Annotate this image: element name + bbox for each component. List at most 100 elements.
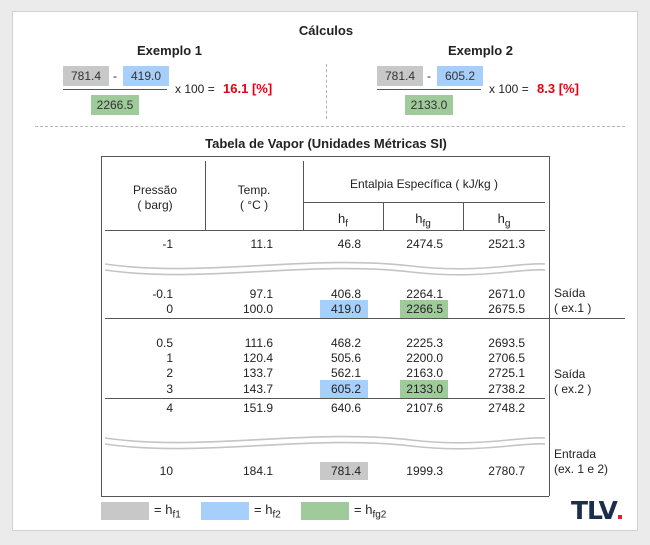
cell-highlight-hf1 — [320, 462, 368, 480]
tlv-logo: TLV — [571, 496, 622, 525]
cell-hf: 46.8 — [337, 237, 361, 251]
table-top-border — [101, 156, 549, 157]
cell-hfg: 2107.6 — [406, 401, 443, 415]
cell-hg: 2675.5 — [488, 302, 525, 316]
cell-pressure: -1 — [162, 237, 173, 251]
side-label-outlet-ex1: Saída( ex.1 ) — [554, 286, 592, 315]
cell-hf: 406.8 — [330, 287, 361, 301]
header-hg: hg — [497, 211, 511, 230]
cell-pressure: 1 — [166, 351, 173, 365]
table-bottom-border — [101, 496, 549, 497]
example-1-hf2-box: 419.0 — [123, 66, 169, 86]
legend-label-hfg2: = hfg2 — [354, 502, 387, 521]
cell-pressure: 0.5 — [156, 336, 173, 350]
cell-hfg: 2163.0 — [406, 366, 443, 380]
example-2-hf2-box: 605.2 — [437, 66, 483, 86]
table-break-1 — [104, 261, 546, 276]
header-hfg: hfg — [415, 211, 431, 230]
table-header-bottom — [105, 230, 545, 231]
cell-temp: 143.7 — [242, 382, 273, 396]
cell-hf: 781.4 — [330, 464, 361, 478]
cell-pressure: -0.1 — [152, 287, 173, 301]
cell-hfg: 2474.5 — [406, 237, 443, 251]
cell-hg: 2693.5 — [488, 336, 525, 350]
legend-swatch-hf1 — [101, 502, 149, 520]
cell-temp: 111.6 — [244, 336, 273, 350]
cell-hfg: 2133.0 — [406, 382, 443, 396]
cell-hfg: 2200.0 — [406, 351, 443, 365]
cell-hf: 468.2 — [330, 336, 361, 350]
example-2-hfg2-box: 2133.0 — [405, 95, 453, 115]
example-1-hf1-box: 781.4 — [63, 66, 109, 86]
cell-hf: 562.1 — [330, 366, 361, 380]
cell-hg: 2706.5 — [488, 351, 525, 365]
cell-hf: 605.2 — [330, 382, 361, 396]
cell-highlight-hfg2-ex2 — [400, 380, 448, 398]
cell-pressure: 10 — [159, 464, 173, 478]
legend-label-hf1: = hf1 — [154, 502, 181, 521]
table-separator-1 — [105, 318, 625, 319]
header-pressure: Pressão( barg) — [132, 183, 178, 212]
cell-pressure: 2 — [166, 366, 173, 380]
cell-temp: 97.1 — [249, 287, 273, 301]
example-1-title: Exemplo 1 — [137, 43, 203, 58]
table-col-divider-2 — [303, 161, 304, 230]
cell-temp: 120.4 — [242, 351, 273, 365]
cell-temp: 133.7 — [242, 366, 273, 380]
section-divider — [35, 126, 625, 127]
page-title: Cálculos — [298, 23, 354, 38]
example-2-hf1-box: 781.4 — [377, 66, 423, 86]
table-left-border — [101, 156, 102, 496]
header-enthalpy: Entalpia Específica ( kJ/kg ) — [349, 177, 499, 191]
table-col-divider-1 — [205, 161, 206, 230]
example-2-multiplier: x 100 = — [489, 82, 529, 96]
cell-hg: 2748.2 — [488, 401, 525, 415]
cell-highlight-hf2-ex2 — [320, 380, 368, 398]
steam-table-title: Tabela de Vapor (Unidades Métricas SI) — [205, 136, 447, 151]
example-1-minus: - — [113, 69, 117, 83]
cell-hfg: 1999.3 — [406, 464, 443, 478]
examples-divider — [326, 64, 327, 119]
table-enthalpy-divider — [303, 202, 545, 203]
cell-hfg: 2264.1 — [406, 287, 443, 301]
example-2-result: 8.3 [%] — [537, 81, 579, 96]
cell-hg: 2780.7 — [488, 464, 525, 478]
example-1-multiplier: x 100 = — [175, 82, 215, 96]
cell-hf: 505.6 — [330, 351, 361, 365]
cell-temp: 151.9 — [242, 401, 273, 415]
side-label-outlet-ex2: Saída( ex.2 ) — [554, 367, 592, 396]
cell-hf: 640.6 — [330, 401, 361, 415]
example-1-hfg2-box: 2266.5 — [91, 95, 139, 115]
table-break-2 — [104, 435, 546, 450]
cell-pressure: 4 — [166, 401, 173, 415]
cell-hg: 2738.2 — [488, 382, 525, 396]
example-1-result: 16.1 [%] — [223, 81, 273, 96]
table-right-border — [549, 156, 550, 496]
legend-label-hf2: = hf2 — [254, 502, 281, 521]
example-2-minus: - — [427, 69, 431, 83]
header-temp: Temp.( °C ) — [237, 183, 271, 212]
cell-hfg: 2225.3 — [406, 336, 443, 350]
cell-pressure: 0 — [166, 302, 173, 316]
legend-swatch-hf2 — [201, 502, 249, 520]
cell-temp: 11.1 — [250, 237, 273, 251]
cell-temp: 100.0 — [242, 302, 273, 316]
legend-swatch-hfg2 — [301, 502, 349, 520]
cell-hg: 2521.3 — [488, 237, 525, 251]
header-hf: hf — [337, 211, 348, 230]
example-2-title: Exemplo 2 — [448, 43, 514, 58]
cell-hf: 419.0 — [330, 302, 361, 316]
cell-temp: 184.1 — [242, 464, 273, 478]
cell-hfg: 2266.5 — [406, 302, 443, 316]
side-label-inlet: Entrada (ex. 1 e 2) — [554, 447, 609, 476]
example-2-fraction-line — [377, 89, 481, 90]
table-col-divider-3 — [383, 202, 384, 230]
cell-pressure: 3 — [166, 382, 173, 396]
example-1-fraction-line — [63, 89, 167, 90]
cell-highlight-hf2-ex1 — [320, 300, 368, 318]
table-separator-2 — [105, 398, 545, 399]
cell-hg: 2671.0 — [488, 287, 525, 301]
calculation-panel: Cálculos Exemplo 1 781.4 - 419.0 x 100 =… — [12, 11, 638, 531]
cell-hg: 2725.1 — [488, 366, 525, 380]
table-col-divider-4 — [463, 202, 464, 230]
